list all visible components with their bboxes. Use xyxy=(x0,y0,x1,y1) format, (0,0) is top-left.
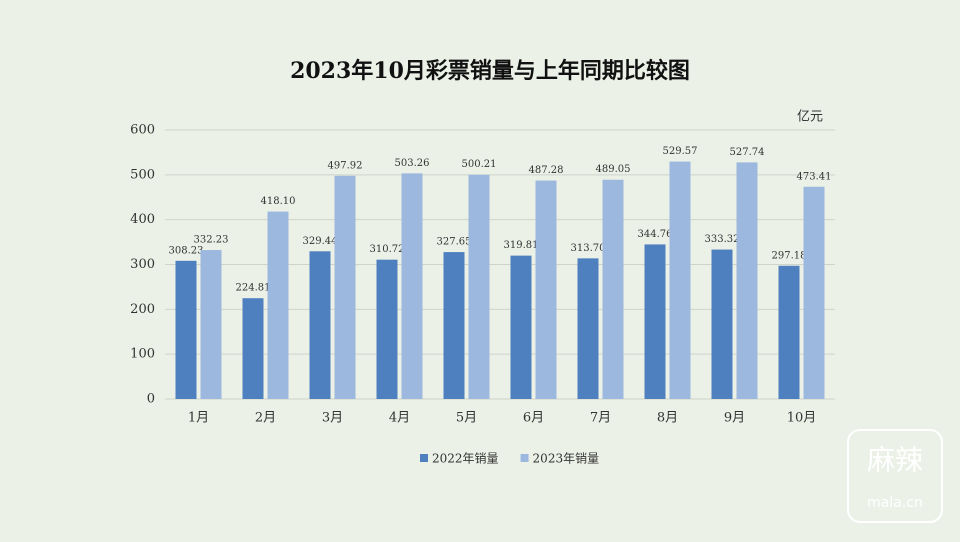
y-tick-label: 600 xyxy=(130,123,155,138)
bar xyxy=(443,252,465,399)
value-label: 319.81 xyxy=(504,240,539,251)
bar xyxy=(200,250,222,399)
bar xyxy=(376,259,398,399)
x-tick-label: 5月 xyxy=(456,411,477,426)
bar xyxy=(535,180,557,399)
y-tick-label: 400 xyxy=(130,212,155,227)
y-unit: 亿元 xyxy=(797,110,823,125)
value-label: 313.70 xyxy=(571,243,606,254)
value-label: 329.44 xyxy=(303,236,338,247)
bar xyxy=(577,258,599,399)
bar xyxy=(267,211,289,399)
legend-swatch xyxy=(420,454,428,462)
x-tick-label: 4月 xyxy=(389,411,410,426)
value-label: 497.92 xyxy=(328,160,363,171)
bar xyxy=(778,265,800,399)
y-tick-label: 500 xyxy=(130,167,155,182)
x-tick-label: 6月 xyxy=(523,411,544,426)
bar xyxy=(711,249,733,399)
legend-label: 2023年销量 xyxy=(533,452,600,466)
value-label: 473.41 xyxy=(797,171,832,182)
x-tick-label: 10月 xyxy=(787,411,817,426)
x-tick-label: 9月 xyxy=(724,411,745,426)
bar xyxy=(175,260,197,399)
bar xyxy=(309,251,331,399)
y-tick-label: 0 xyxy=(147,392,155,407)
watermark-site: mala.cn xyxy=(867,495,923,511)
bar xyxy=(242,298,264,399)
value-label: 500.21 xyxy=(462,159,497,170)
x-tick-label: 3月 xyxy=(322,411,343,426)
watermark-title: 麻辣 xyxy=(867,444,923,477)
value-label: 297.18 xyxy=(772,250,807,261)
value-label: 332.23 xyxy=(194,235,229,246)
value-label: 529.57 xyxy=(663,146,698,157)
y-tick-label: 200 xyxy=(130,302,155,317)
bar xyxy=(510,255,532,399)
value-label: 487.28 xyxy=(529,165,564,176)
legend-label: 2022年销量 xyxy=(432,452,499,466)
x-tick-label: 7月 xyxy=(590,411,611,426)
x-tick-label: 1月 xyxy=(188,411,209,426)
bar xyxy=(401,173,423,399)
value-label: 503.26 xyxy=(395,158,430,169)
watermark-frame xyxy=(847,429,943,523)
y-tick-label: 100 xyxy=(130,347,155,362)
value-label: 327.65 xyxy=(437,237,472,248)
y-tick-label: 300 xyxy=(130,257,155,272)
bar xyxy=(468,174,490,399)
bar xyxy=(602,179,624,399)
value-label: 308.23 xyxy=(169,245,204,256)
legend-swatch xyxy=(520,454,529,462)
bar xyxy=(644,244,666,399)
value-label: 344.76 xyxy=(638,229,673,240)
value-label: 489.05 xyxy=(596,164,631,175)
x-tick-label: 8月 xyxy=(657,411,678,426)
bar xyxy=(803,186,825,399)
value-label: 527.74 xyxy=(730,147,765,158)
value-label: 418.10 xyxy=(261,196,296,207)
bar xyxy=(736,162,758,399)
x-tick-label: 2月 xyxy=(255,411,276,426)
value-label: 224.81 xyxy=(236,283,271,294)
chart-title: 2023年10月彩票销量与上年同期比较图 xyxy=(290,58,690,84)
bar xyxy=(334,175,356,399)
value-label: 333.32 xyxy=(705,234,740,245)
value-label: 310.72 xyxy=(370,244,405,255)
bar xyxy=(669,161,691,399)
